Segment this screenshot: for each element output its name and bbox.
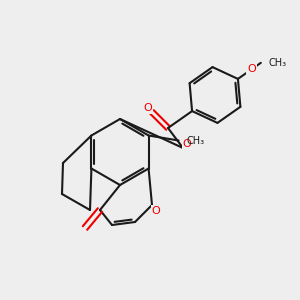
Text: O: O <box>152 206 160 216</box>
Text: CH₃: CH₃ <box>187 136 205 146</box>
Text: O: O <box>183 139 191 149</box>
Text: O: O <box>247 64 256 74</box>
Text: O: O <box>144 103 152 113</box>
Text: CH₃: CH₃ <box>269 58 287 68</box>
